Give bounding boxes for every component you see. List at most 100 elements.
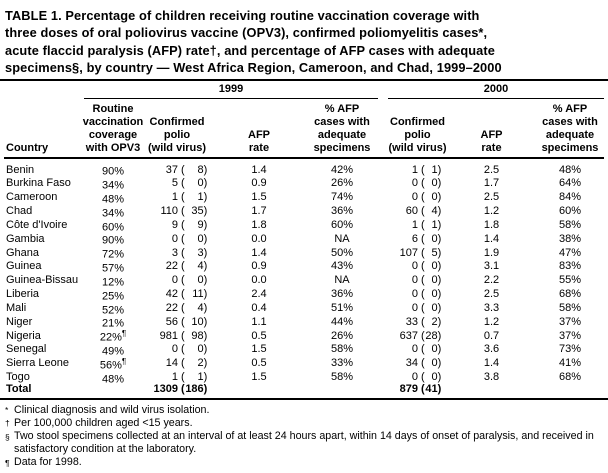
country-cell: Benin — [6, 163, 35, 176]
confirmed-polio-1999-cell: 0(0) — [171, 232, 208, 245]
header-country-label: Country — [6, 142, 49, 155]
confirmed-polio-1999-cell: 37(8) — [165, 163, 208, 176]
confirmed-polio-1999-cell: 1309(186) — [153, 383, 208, 396]
confirmed-polio-2000-cell: 33(2) — [405, 315, 442, 328]
afp-specimens-1999-cell: 44% — [330, 315, 354, 328]
opv3-coverage-1999-cell: 90% — [101, 235, 125, 248]
footnotes: * Clinical diagnosis and wild virus isola… — [0, 400, 608, 470]
afp-specimens-1999-cell: 26% — [330, 177, 354, 190]
afp-rate-1999-cell: 1.4 — [251, 246, 267, 259]
header-afp-line: rate — [481, 142, 502, 155]
afp-specimens-1999-cell: 36% — [330, 288, 354, 301]
afp-specimens-1999-cell: NA — [334, 232, 350, 245]
afp-specimens-2000-cell: 58% — [558, 218, 582, 231]
confirmed-polio-1999-cell: 110(35) — [160, 205, 208, 218]
confirmed-polio-2000-cell: 34(0) — [405, 357, 442, 370]
afp-rate-2000-cell: 3.1 — [483, 260, 500, 273]
confirmed-polio-2000-cell: 637(28) — [399, 329, 442, 342]
footnote: * Clinical diagnosis and wild virus isola… — [5, 404, 600, 417]
confirmed-polio-2000-cell: 0(0) — [411, 274, 442, 287]
header-afp-rate-2000: AFP rate — [447, 103, 536, 155]
country-cell: Côte d'Ivoire — [6, 218, 68, 231]
afp-rate-2000-cell: 3.6 — [483, 343, 500, 356]
table-row: Ghana 72% 3(3) 1.4 50% 107(5) 1.9 47% — [4, 244, 604, 261]
confirmed-polio-2000-cell: 107(5) — [399, 246, 442, 259]
table-row: Guinea 57% 22(4) 0.9 43% 0(0) 3.1 83% — [4, 258, 604, 274]
afp-specimens-1999-cell: 51% — [330, 301, 354, 314]
footnote: § Two stool specimens collected at an int… — [5, 430, 600, 456]
opv3-coverage-1999-cell: 22%¶ — [99, 329, 127, 344]
table-title-line-4: specimens§, by country — West Africa Reg… — [5, 59, 502, 75]
afp-specimens-2000-cell: 38% — [558, 232, 582, 245]
table-row: Sierra Leone 56%¶ 14(2) 0.5 33% 34(0) 1.… — [4, 355, 604, 372]
footnote-text: Clinical diagnosis and wild virus isolat… — [14, 403, 210, 416]
afp-specimens-1999-cell: 42% — [330, 163, 354, 176]
footnote-marker: ¶ — [121, 357, 127, 366]
afp-specimens-1999-cell: 60% — [330, 218, 354, 231]
table-row: Senegal 49% 0(0) 1.5 58% 0(0) 3.6 73% — [4, 341, 604, 357]
afp-specimens-2000-cell: 60% — [558, 205, 582, 218]
table-row: Guinea-Bissau 12% 0(0) 0.0 NA 0(0) 2.2 5… — [4, 272, 604, 288]
year-header-2000: 2000 — [388, 83, 604, 100]
confirmed-polio-2000-cell: 0(0) — [411, 260, 442, 273]
header-afp-line: AFP — [480, 129, 503, 142]
table-body: Benin 90% 37(8) 1.4 42% 1(1) 2.5 48% Bur… — [0, 159, 608, 396]
afp-specimens-1999-cell: 36% — [330, 205, 354, 218]
confirmed-polio-2000-cell: 60(4) — [405, 205, 442, 218]
header-spec-line: adequate — [545, 129, 595, 142]
header-spec-line: cases with — [542, 116, 598, 129]
afp-specimens-2000-cell: 37% — [558, 329, 582, 342]
header-polio-line: polio — [163, 129, 191, 142]
table-row: Chad 34% 110(35) 1.7 36% 60(4) 1.2 60% — [4, 203, 604, 219]
opv3-coverage-1999-cell: 34% — [101, 179, 125, 192]
header-spec-line: cases with — [314, 116, 370, 129]
afp-rate-1999-cell: 0.9 — [251, 260, 267, 273]
afp-rate-2000-cell: 1.9 — [483, 246, 500, 259]
header-opv3-line: coverage — [88, 129, 138, 142]
footnote-text: Data for 1998. — [14, 456, 82, 469]
header-polio-line: (wild virus) — [147, 142, 207, 155]
afp-specimens-1999-cell: 33% — [330, 357, 354, 370]
column-header-row: Country Routine vaccination coverage wit… — [4, 99, 604, 160]
country-cell: Burkina Faso — [6, 177, 71, 190]
country-cell: Niger — [6, 315, 33, 328]
opv3-coverage-1999-cell: 90% — [101, 165, 125, 178]
confirmed-polio-1999-cell: 5(0) — [171, 177, 208, 190]
afp-specimens-1999-cell: 50% — [330, 246, 354, 259]
afp-specimens-1999-cell: 26% — [330, 329, 354, 342]
table-bottom-rule — [0, 397, 608, 400]
country-cell: Guinea-Bissau — [6, 274, 79, 287]
header-polio-line: Confirmed — [390, 116, 445, 129]
header-polio-1999: Confirmed polio (wild virus) — [142, 103, 212, 155]
opv3-coverage-1999-cell: 12% — [101, 276, 125, 289]
opv3-coverage-1999-cell: 25% — [101, 290, 125, 303]
table-row: Mali 52% 22(4) 0.4 51% 0(0) 3.3 58% — [4, 300, 604, 316]
afp-specimens-2000-cell: 48% — [558, 163, 582, 176]
afp-rate-2000-cell: 3.8 — [483, 371, 500, 384]
afp-rate-2000-cell: 1.4 — [483, 357, 500, 370]
footnote-text: Two stool specimens collected at an inte… — [14, 430, 594, 456]
country-cell: Guinea — [6, 260, 42, 273]
afp-rate-2000-cell: 1.7 — [483, 177, 500, 190]
afp-rate-2000-cell: 1.4 — [483, 232, 500, 245]
afp-specimens-2000-cell: 84% — [558, 191, 582, 204]
country-cell: Sierra Leone — [6, 357, 69, 370]
afp-rate-1999-cell: 1.5 — [251, 191, 267, 204]
opv3-coverage-1999-cell: 72% — [101, 248, 125, 261]
afp-rate-2000-cell: 2.5 — [483, 163, 500, 176]
afp-specimens-2000-cell: 58% — [558, 301, 582, 314]
table-row: Niger 21% 56(10) 1.1 44% 33(2) 1.2 37% — [4, 313, 604, 330]
afp-specimens-1999-cell: 58% — [330, 371, 354, 384]
title-rule — [0, 79, 608, 82]
afp-specimens-2000-cell: 47% — [558, 246, 582, 259]
header-polio-line: (wild virus) — [388, 142, 447, 155]
header-afp-line: rate — [248, 142, 270, 155]
opv3-coverage-1999-cell: 49% — [101, 345, 125, 358]
opv3-coverage-1999-cell: 48% — [101, 193, 125, 206]
afp-specimens-2000-cell: 73% — [558, 343, 582, 356]
table-row: Burkina Faso 34% 5(0) 0.9 26% 0(0) 1.7 6… — [4, 175, 604, 191]
table-row: Côte d'Ivoire 60% 9(9) 1.8 60% 1(1) 1.8 … — [4, 217, 604, 233]
table-row: Nigeria 22%¶ 981(98) 0.5 26% 637(28) 0.7… — [4, 327, 604, 344]
table-row: Total 1309(186) 879(41) — [4, 383, 604, 397]
